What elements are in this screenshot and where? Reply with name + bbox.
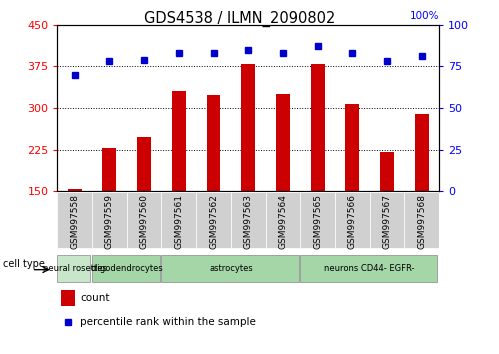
Bar [335,192,370,249]
Bar [404,192,439,249]
Bar [415,114,429,191]
Bar [102,148,116,191]
Bar [127,192,162,249]
Text: count: count [80,293,110,303]
Bar [380,152,394,191]
Bar [57,255,90,282]
Bar [137,137,151,191]
Bar [370,192,404,249]
Bar [57,192,92,249]
Bar [207,95,221,191]
Bar [300,192,335,249]
Bar [61,290,74,306]
Bar [68,189,82,191]
Bar [172,91,186,191]
Bar [276,94,290,191]
Bar [92,255,160,282]
Bar [345,103,359,191]
Text: astrocytes: astrocytes [209,264,253,273]
Bar [92,192,127,249]
Text: 100%: 100% [410,11,439,22]
Bar [162,255,298,282]
Text: GSM997567: GSM997567 [383,194,392,249]
Text: GSM997561: GSM997561 [174,194,183,249]
Text: GSM997563: GSM997563 [244,194,253,249]
Text: GSM997568: GSM997568 [417,194,426,249]
Text: GSM997560: GSM997560 [140,194,149,249]
Bar [231,192,265,249]
Text: cell type: cell type [3,259,45,269]
Text: GSM997564: GSM997564 [278,194,287,249]
Text: percentile rank within the sample: percentile rank within the sample [80,316,256,327]
Text: neural rosettes: neural rosettes [43,264,107,273]
Text: GSM997559: GSM997559 [105,194,114,249]
Text: GSM997562: GSM997562 [209,194,218,249]
Text: GDS4538 / ILMN_2090802: GDS4538 / ILMN_2090802 [144,11,335,27]
Text: GSM997565: GSM997565 [313,194,322,249]
Text: oligodendrocytes: oligodendrocytes [90,264,163,273]
Bar [242,64,255,191]
Bar [300,255,438,282]
Bar [196,192,231,249]
Bar [265,192,300,249]
Bar [311,64,324,191]
Text: neurons CD44- EGFR-: neurons CD44- EGFR- [324,264,415,273]
Bar [162,192,196,249]
Text: GSM997566: GSM997566 [348,194,357,249]
Text: GSM997558: GSM997558 [70,194,79,249]
